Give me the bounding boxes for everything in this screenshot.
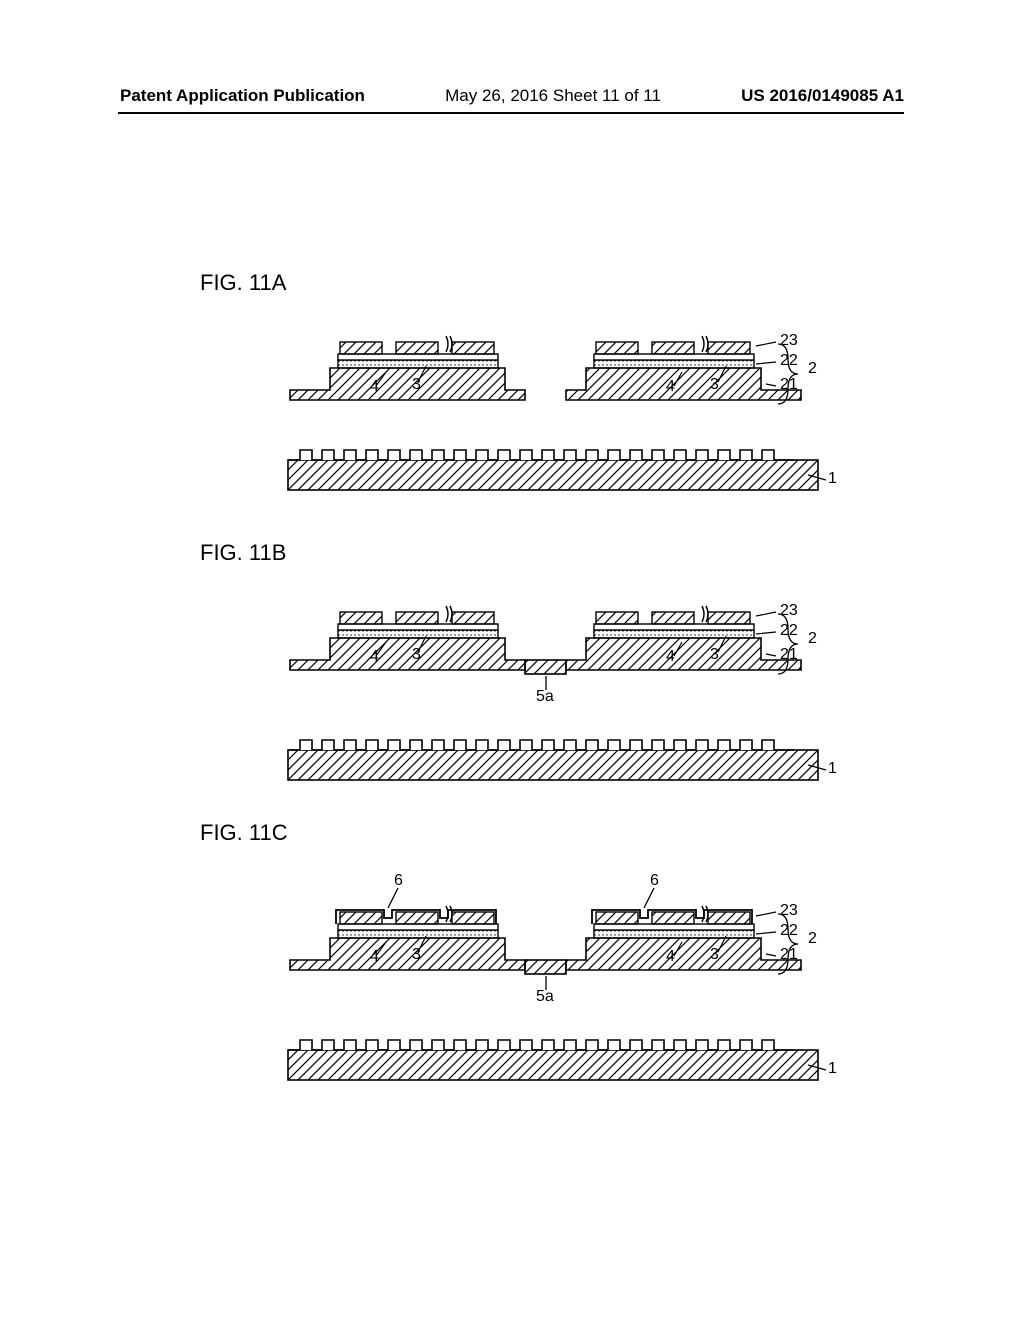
fig-11a-svg (278, 320, 838, 500)
left-device-B (290, 606, 525, 670)
right-device-B (566, 606, 801, 670)
c-B-5a: 5a (536, 688, 554, 706)
c-C-5a: 5a (536, 988, 554, 1006)
c-C-22: 22 (780, 922, 798, 940)
c-A-4l: 4 (370, 378, 379, 396)
substrate-1-C (288, 1040, 818, 1080)
bridge-5a-B (525, 660, 566, 674)
c-B-2: 2 (808, 630, 817, 648)
fig-11c: 6 6 4 3 4 3 5a 23 22 21 2 1 (278, 870, 838, 1090)
c-B-3l: 3 (412, 646, 421, 664)
c-C-1: 1 (828, 1060, 837, 1078)
hdr-right: US 2016/0149085 A1 (741, 86, 904, 106)
left-device (290, 336, 525, 400)
c-C-21: 21 (780, 946, 798, 964)
c-C-2: 2 (808, 930, 817, 948)
c-C-3r: 3 (710, 946, 719, 964)
right-device (566, 336, 801, 400)
page-header: Patent Application Publication May 26, 2… (0, 86, 1024, 106)
c-C-4l: 4 (370, 948, 379, 966)
c-A-23: 23 (780, 332, 798, 350)
c-C-3l: 3 (412, 946, 421, 964)
fig-11a-label: FIG. 11A (200, 270, 286, 296)
c-A-21: 21 (780, 376, 798, 394)
c-B-23: 23 (780, 602, 798, 620)
substrate-1 (288, 450, 818, 490)
c-B-22: 22 (780, 622, 798, 640)
c-C-6r: 6 (650, 872, 659, 890)
c-B-1: 1 (828, 760, 837, 778)
c-C-23: 23 (780, 902, 798, 920)
c-B-21: 21 (780, 646, 798, 664)
c-B-3r: 3 (710, 646, 719, 664)
c-A-1: 1 (828, 470, 837, 488)
fig-11b: 4 3 4 3 5a 23 22 21 2 1 (278, 590, 838, 770)
header-rule (118, 112, 904, 114)
left-device-C (290, 906, 525, 970)
c-B-4l: 4 (370, 648, 379, 666)
hdr-left: Patent Application Publication (120, 86, 365, 106)
c-C-6l: 6 (394, 872, 403, 890)
c-A-22: 22 (780, 352, 798, 370)
bridge-5a-C (525, 960, 566, 974)
fig-11b-svg (278, 590, 838, 790)
c-A-3l: 3 (412, 376, 421, 394)
fig-11c-svg (278, 870, 838, 1090)
c-C-4r: 4 (666, 948, 675, 966)
c-A-4r: 4 (666, 378, 675, 396)
c-A-2: 2 (808, 360, 817, 378)
substrate-1-B (288, 740, 818, 780)
hdr-mid: May 26, 2016 Sheet 11 of 11 (445, 86, 661, 106)
c-B-4r: 4 (666, 648, 675, 666)
right-device-C (566, 906, 801, 970)
fig-11b-label: FIG. 11B (200, 540, 286, 566)
c-A-3r: 3 (710, 376, 719, 394)
fig-11a: 4 3 4 3 23 22 21 2 1 (278, 320, 838, 500)
fig-11c-label: FIG. 11C (200, 820, 288, 846)
